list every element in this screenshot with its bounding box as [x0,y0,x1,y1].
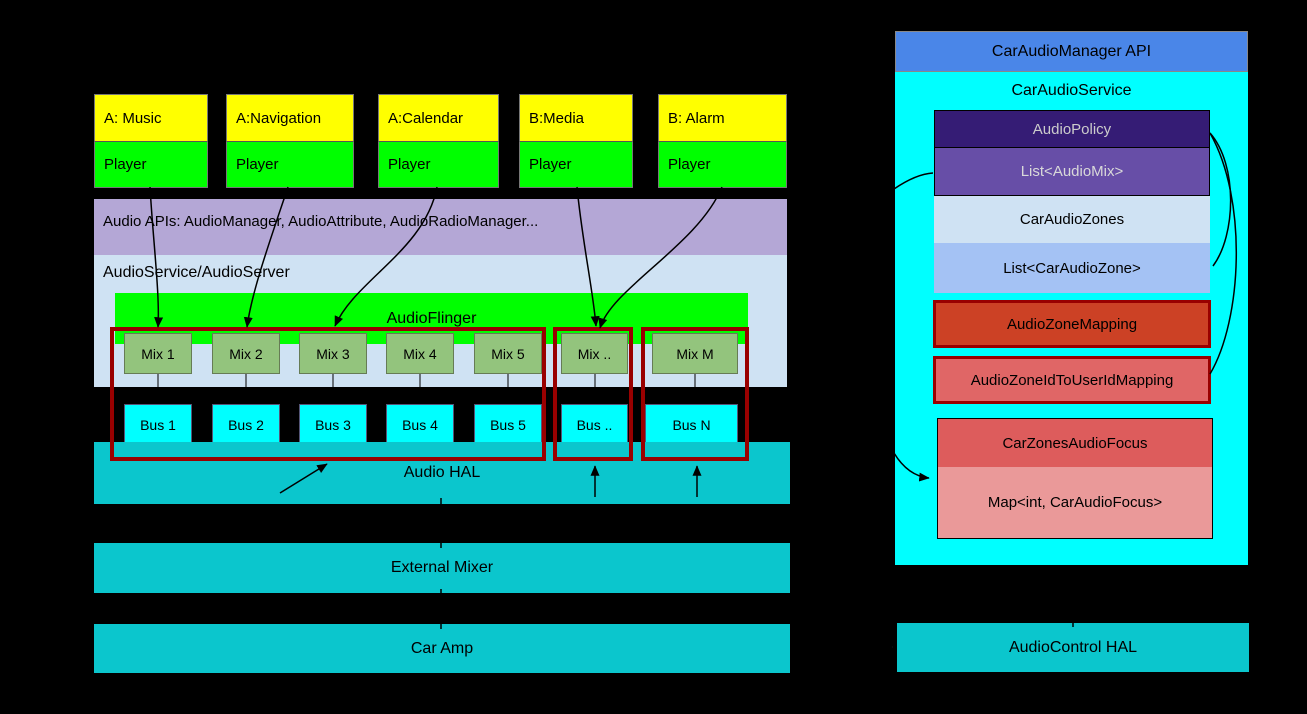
audiozoneid-to-userid-mapping-box: AudioZoneIdToUserIdMapping [933,356,1211,404]
app-player-label: Player [226,141,354,188]
audio-hal-bar: Audio HAL [94,442,790,504]
app-box: A:Calendar Player [378,94,499,188]
app-title: B:Media [519,94,633,141]
bus-box: Bus N [645,404,738,446]
car-amp-bar: Car Amp [94,624,790,673]
app-title: A: Music [94,94,208,141]
app-player-label: Player [658,141,787,188]
caraudiomanager-api-header: CarAudioManager API [895,31,1248,72]
app-box: B:Media Player [519,94,633,188]
audioservice-label: AudioService/AudioServer [103,264,290,281]
audiopolicy-box: AudioPolicy [934,110,1210,148]
app-player-label: Player [378,141,499,188]
caraudiozones-box: CarAudioZones [934,196,1210,243]
zone-group-outline-n [641,327,749,461]
mix-box: Mix M [652,333,738,374]
app-box: A: Music Player [94,94,208,188]
app-title: A:Navigation [226,94,354,141]
zone-group-outline-primary [110,327,546,461]
bus-box: Bus 3 [299,404,367,446]
app-title: A:Calendar [378,94,499,141]
audiocontrol-hal-bar: AudioControl HAL [897,623,1249,672]
list-caraudiozone-box: List<CarAudioZone> [934,243,1210,293]
mix-box: Mix 1 [124,333,192,374]
carzonesaudiofocus-label: CarZonesAudioFocus [938,419,1212,467]
audiozonemapping-box: AudioZoneMapping [933,300,1211,348]
audio-apis-bar: Audio APIs: AudioManager, AudioAttribute… [94,199,787,255]
app-box: A:Navigation Player [226,94,354,188]
mix-box: Mix 4 [386,333,454,374]
app-title: B: Alarm [658,94,787,141]
external-mixer-bar: External Mixer [94,543,790,593]
list-audiomix-box: List<AudioMix> [934,148,1210,196]
bus-box: Bus 4 [386,404,454,446]
mix-box: Mix 2 [212,333,280,374]
mix-box: Mix 5 [474,333,542,374]
mix-box: Mix .. [561,333,628,374]
app-box: B: Alarm Player [658,94,787,188]
caraudioservice-label: CarAudioService [1011,82,1132,99]
bus-box: Bus 1 [124,404,192,446]
zone-group-outline-dots [553,327,633,461]
app-player-label: Player [94,141,208,188]
app-player-label: Player [519,141,633,188]
map-int-caraudiofocus-label: Map<int, CarAudioFocus> [938,467,1212,538]
bus-box: Bus .. [561,404,628,446]
mix-box: Mix 3 [299,333,367,374]
carzonesaudiofocus-box: CarZonesAudioFocus Map<int, CarAudioFocu… [937,418,1213,539]
